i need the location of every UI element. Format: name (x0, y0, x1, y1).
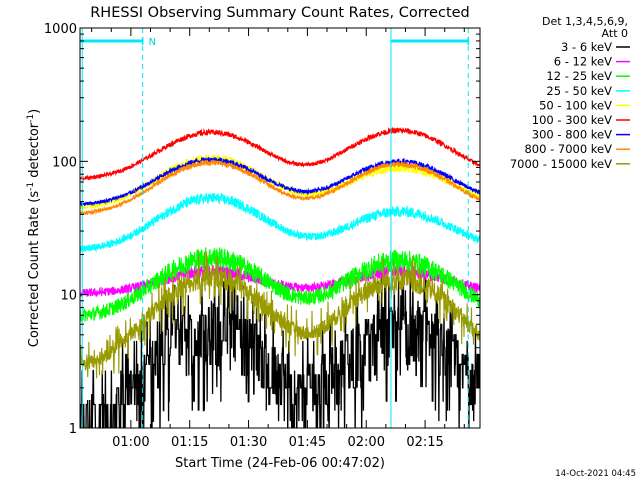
y-axis-label-part-2: detector (27, 122, 42, 182)
night-label-1: N (149, 37, 156, 48)
x-tick-label-1: 01:15 (171, 435, 208, 450)
series-100-300-kev (80, 126, 480, 181)
chart-title: RHESSI Observing Summary Count Rates, Co… (90, 5, 470, 21)
y-axis-label: Corrected Count Rate (s-1 detector-1) (26, 109, 42, 347)
y-tick-label-2: 100 (52, 155, 77, 170)
legend-label-1: 3 - 6 keV (561, 40, 612, 54)
legend-label-7: 300 - 800 keV (532, 128, 612, 142)
legend-label-6: 100 - 300 keV (532, 113, 612, 127)
y-axis-label-sup-1: -1 (26, 182, 36, 191)
legend-label-5: 50 - 100 keV (539, 98, 612, 112)
footer-date: 14-Oct-2021 04:45 (555, 469, 636, 479)
plot-frame (79, 27, 481, 429)
legend-label-9: 7000 - 15000 keV (510, 157, 612, 171)
y-tick-label-1: 10 (60, 289, 77, 304)
y-axis-label-sup-2: -1 (26, 114, 36, 123)
legend-label-3: 12 - 25 keV (546, 69, 612, 83)
series-12-25-kev (80, 247, 480, 322)
y-tick-label-0: 1 (69, 422, 77, 437)
x-tick-label-0: 01:00 (112, 435, 149, 450)
x-axis-label: Start Time (24-Feb-06 00:47:02) (175, 456, 385, 471)
axes-layer: 1 10 100 1000 01:00 01:15 01:30 01:45 02:00 02:15 (44, 22, 481, 450)
series-3-6-kev (80, 272, 480, 428)
x-tick-label-5: 02:15 (406, 435, 443, 450)
series-800-7000-kev (80, 158, 480, 217)
x-tick-label-2: 01:30 (230, 435, 267, 450)
y-axis-label-part-3: ) (27, 109, 42, 114)
x-tick-label-4: 02:00 (348, 435, 385, 450)
legend-label-2: 6 - 12 keV (554, 55, 612, 69)
legend-label-4: 25 - 50 keV (546, 84, 612, 98)
legend-label-8: 800 - 7000 keV (524, 142, 612, 156)
legend-header-2: Att 0 (602, 27, 628, 40)
y-tick-label-3: 1000 (44, 22, 77, 37)
marker-layer: N (80, 28, 469, 428)
series-25-50-kev (80, 192, 480, 253)
series-layer (80, 126, 480, 428)
series-300-800-kev (80, 156, 480, 207)
legend-header-1: Det 1,3,4,5,6,9, (542, 15, 628, 28)
x-tick-label-3: 01:45 (289, 435, 326, 450)
y-axis-label-part-1: Corrected Count Rate (s (27, 191, 42, 348)
series-7000-15000-kev (80, 251, 480, 379)
